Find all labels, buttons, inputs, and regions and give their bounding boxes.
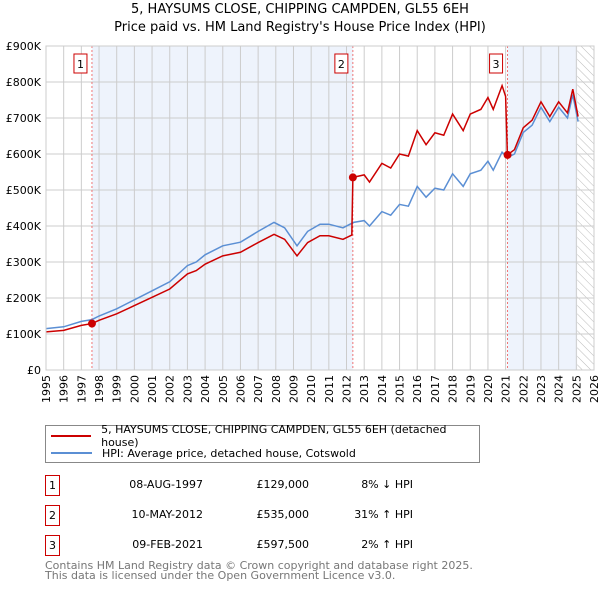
x-tick-label: 2005 (217, 375, 230, 403)
x-tick-label: 2023 (535, 375, 548, 403)
chart-title: 5, HAYSUMS CLOSE, CHIPPING CAMPDEN, GL55… (131, 2, 469, 17)
y-tick-label: £900K (6, 40, 42, 53)
y-tick-label: £700K (6, 112, 42, 125)
x-tick-label: 2006 (234, 375, 247, 403)
future-hatch (577, 46, 594, 370)
footer: Contains HM Land Registry data © Crown c… (45, 559, 473, 582)
sale-date: 09-FEB-2021 (132, 538, 203, 551)
price-chart: 1995 1996 1997 1998 1999 2000 2001 2002 2003 2004… (6, 40, 600, 403)
sale-row: 2 10-MAY-2012 £535,000 31% ↑ HPI (45, 505, 475, 526)
x-tick-label: 2009 (287, 375, 300, 403)
y-tick-label: £100K (6, 328, 42, 341)
x-tick-label: 2004 (199, 375, 212, 403)
x-tick-label: 2026 (588, 375, 600, 403)
x-tick-label: 2019 (464, 375, 477, 403)
chart-subtitle: Price paid vs. HM Land Registry's House … (114, 20, 486, 35)
x-tick-label: 1996 (58, 375, 71, 403)
x-tick-label: 2011 (323, 375, 336, 403)
plot-border (45, 45, 595, 371)
sale-point (87, 319, 96, 328)
sale-number: 1 (45, 475, 60, 496)
y-tick-label: £400K (6, 220, 42, 233)
legend-item-property: 5, HAYSUMS CLOSE, CHIPPING CAMPDEN, GL55… (51, 423, 479, 449)
x-tick-label: 1999 (111, 375, 124, 403)
x-tick-label: 2021 (500, 375, 513, 403)
y-tick-label: £500K (6, 184, 42, 197)
legend: 5, HAYSUMS CLOSE, CHIPPING CAMPDEN, GL55… (45, 423, 480, 463)
sale-hpi-diff: 31% ↑ HPI (354, 508, 413, 521)
sale-price: £129,000 (256, 478, 310, 491)
x-tick-label: 1998 (93, 375, 106, 403)
x-tick-label: 2003 (181, 375, 194, 403)
sale-label: 1 (77, 58, 84, 71)
sale-label-box (489, 53, 504, 74)
legend-label: HPI: Average price, detached house, Cots… (102, 446, 356, 460)
sale-point (348, 173, 357, 182)
x-tick-label: 2015 (394, 375, 407, 403)
sale-label: 3 (493, 58, 500, 71)
y-tick-label: £0 (27, 364, 41, 377)
x-tick-label: 2008 (270, 375, 283, 403)
sale-label: 2 (338, 58, 345, 71)
sale-date: 10-MAY-2012 (131, 508, 203, 521)
x-tick-label: 1997 (75, 375, 88, 403)
footer-line: Contains HM Land Registry data © Crown c… (45, 559, 473, 572)
sale-row: 3 09-FEB-2021 £597,500 2% ↑ HPI (45, 535, 475, 556)
x-tick-label: 2001 (146, 375, 159, 403)
sale-point (503, 150, 512, 159)
legend-swatch-blue (51, 452, 92, 454)
sale-price: £535,000 (256, 508, 310, 521)
y-tick-label: £600K (6, 148, 42, 161)
footer-line: This data is licensed under the Open Gov… (45, 569, 396, 582)
sale-price: £597,500 (256, 538, 310, 551)
y-tick-label: £300K (6, 256, 42, 269)
x-tick-label: 2007 (252, 375, 265, 403)
legend-swatch-red (51, 435, 92, 437)
legend-label: 5, HAYSUMS CLOSE, CHIPPING CAMPDEN, GL55… (101, 423, 447, 449)
x-tick-label: 2014 (376, 375, 389, 403)
x-tick-label: 2018 (447, 375, 460, 403)
y-tick-label: £800K (6, 76, 42, 89)
sale-number: 3 (45, 535, 60, 556)
x-tick-label: 1995 (40, 375, 53, 403)
hpi-line (45, 94, 579, 330)
y-tick-label: £200K (6, 292, 42, 305)
x-tick-label: 2022 (517, 375, 530, 403)
sale-row: 1 08-AUG-1997 £129,000 8% ↓ HPI (45, 475, 475, 496)
legend-item-hpi: HPI: Average price, detached house, Cots… (51, 445, 356, 461)
property-line (45, 83, 579, 333)
x-tick-label: 2002 (164, 375, 177, 403)
x-tick-label: 2017 (429, 375, 442, 403)
x-tick-label: 2000 (128, 375, 141, 403)
x-tick-label: 2013 (358, 375, 371, 403)
x-tick-label: 2024 (553, 375, 566, 403)
x-tick-label: 2016 (411, 375, 424, 403)
x-tick-label: 2010 (305, 375, 318, 403)
sale-label-box (334, 53, 349, 74)
sale-number: 2 (45, 505, 60, 526)
sale-hpi-diff: 8% ↓ HPI (361, 478, 413, 491)
sale-label-box (73, 53, 88, 74)
sale-date: 08-AUG-1997 (129, 478, 203, 491)
sale-hpi-diff: 2% ↑ HPI (361, 538, 413, 551)
x-tick-label: 2025 (570, 375, 583, 403)
shaded-period (507, 46, 578, 370)
x-tick-label: 2012 (341, 375, 354, 403)
x-tick-label: 2020 (482, 375, 495, 403)
